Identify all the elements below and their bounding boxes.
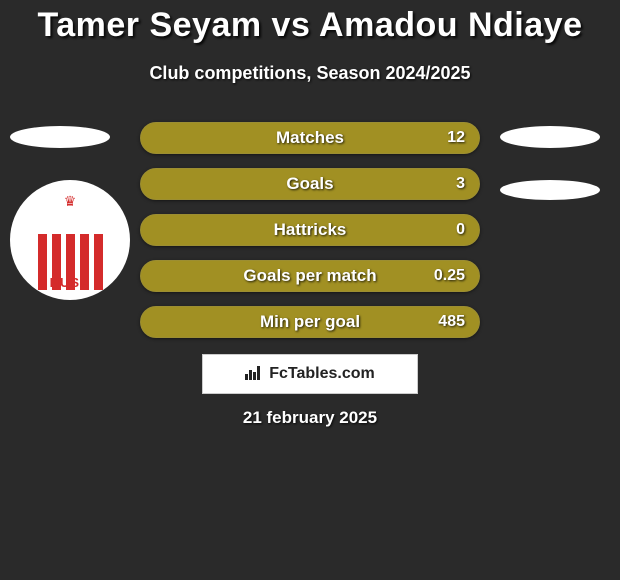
stat-bar: Matches 12: [140, 122, 480, 154]
stat-value: 12: [447, 129, 465, 147]
stat-bar: Goals 3: [140, 168, 480, 200]
page-title: Tamer Seyam vs Amadou Ndiaye: [37, 6, 582, 44]
stat-label: Min per goal: [260, 312, 360, 332]
player-placeholder-oval: [10, 126, 110, 148]
stat-bar: Min per goal 485: [140, 306, 480, 338]
stat-label: Matches: [276, 128, 344, 148]
page-subtitle: Club competitions, Season 2024/2025: [149, 63, 470, 83]
stat-value: 0.25: [434, 267, 465, 285]
stat-label: Goals per match: [243, 266, 376, 286]
branding-text: FcTables.com: [269, 365, 375, 383]
stat-bar: Goals per match 0.25: [140, 260, 480, 292]
stat-value: 485: [438, 313, 465, 331]
player-placeholder-oval: [500, 180, 600, 200]
player-placeholder-oval: [500, 126, 600, 148]
club-logo-text: HUSA: [50, 275, 91, 290]
stat-value: 3: [456, 175, 465, 193]
footer-date: 21 february 2025: [243, 408, 377, 427]
stat-value: 0: [456, 221, 465, 239]
stats-container: Matches 12 Goals 3 Hattricks 0 Goals per match…: [140, 122, 480, 352]
club-logo: ♛ HUSA: [10, 180, 130, 300]
stat-bar: Hattricks 0: [140, 214, 480, 246]
stat-label: Hattricks: [274, 220, 347, 240]
bar-chart-icon: [245, 364, 263, 385]
club-logo-crown-icon: ♛: [64, 194, 77, 208]
branding-box[interactable]: FcTables.com: [202, 354, 418, 394]
stat-label: Goals: [286, 174, 333, 194]
